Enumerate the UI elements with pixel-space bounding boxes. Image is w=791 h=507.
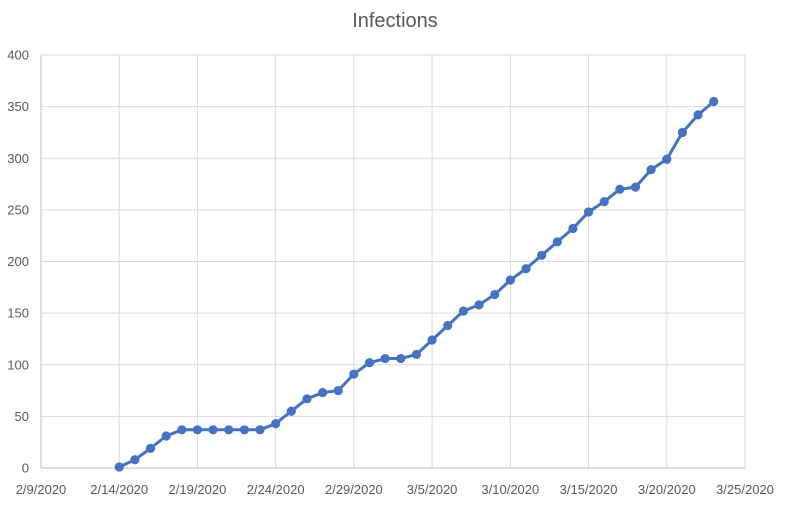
data-point: [380, 353, 390, 364]
data-point: [427, 335, 437, 345]
x-tick-label: 3/5/2020: [407, 482, 458, 497]
x-tick-labels: 2/9/2020 2/14/2020 2/19/2020 2/24/2020 2/29/…: [16, 482, 774, 497]
x-tick-label: 3/15/2020: [560, 482, 618, 497]
data-point: [333, 385, 343, 396]
axes: [40, 55, 745, 469]
data-point: [130, 455, 140, 465]
x-tick-label: 2/29/2020: [325, 482, 383, 497]
data-point: [364, 358, 375, 368]
y-tick-label: 200: [7, 254, 29, 269]
data-point: [396, 353, 406, 364]
chart-title: Infections: [352, 10, 438, 32]
data-point: [630, 182, 641, 192]
x-tick-label: 2/9/2020: [16, 482, 67, 497]
data-point: [568, 223, 578, 234]
x-tick-label: 2/19/2020: [169, 482, 227, 497]
data-point: [286, 406, 296, 416]
data-point: [583, 207, 594, 217]
data-point: [255, 425, 265, 435]
y-tick-label: 100: [7, 357, 29, 372]
data-point: [662, 154, 672, 164]
data-point: [599, 197, 609, 207]
data-point: [458, 306, 468, 316]
data-point: [114, 462, 124, 472]
data-point: [145, 443, 156, 453]
data-point: [552, 237, 562, 247]
data-point: [505, 275, 515, 285]
data-point: [677, 127, 688, 138]
data-point: [490, 289, 500, 300]
series-line: [117, 99, 716, 469]
y-tick-label: 50: [15, 409, 29, 424]
data-point: [177, 425, 187, 435]
data-point: [646, 165, 656, 175]
data-point: [161, 431, 171, 441]
data-point: [208, 425, 218, 435]
x-tick-label: 3/25/2020: [716, 482, 774, 497]
data-point: [615, 184, 625, 194]
data-point: [521, 264, 531, 274]
data-point: [474, 300, 484, 310]
y-tick-label: 0: [22, 461, 29, 476]
gridlines: [41, 54, 746, 468]
data-point: [192, 425, 203, 435]
x-tick-label: 2/14/2020: [90, 482, 148, 497]
data-point: [693, 110, 703, 120]
y-tick-label: 350: [7, 99, 29, 114]
data-point: [318, 388, 328, 398]
x-tick-label: 2/24/2020: [247, 482, 305, 497]
data-point: [349, 369, 359, 379]
data-point: [709, 96, 719, 107]
y-tick-label: 250: [7, 202, 29, 217]
series-layer: [114, 96, 719, 472]
data-point: [224, 425, 234, 435]
x-tick-label: 3/10/2020: [481, 482, 539, 497]
data-point: [271, 419, 281, 429]
y-tick-label: 400: [7, 48, 29, 63]
data-point: [239, 425, 249, 435]
x-tick-label: 3/20/2020: [638, 482, 696, 497]
y-tick-label: 150: [7, 306, 29, 321]
data-point: [443, 320, 453, 331]
data-point: [302, 394, 312, 404]
data-point: [537, 250, 547, 260]
data-point: [411, 349, 422, 360]
y-tick-label: 300: [7, 151, 29, 166]
y-tick-labels: 0 50 100 150 200 250 300 350 400: [7, 48, 29, 476]
